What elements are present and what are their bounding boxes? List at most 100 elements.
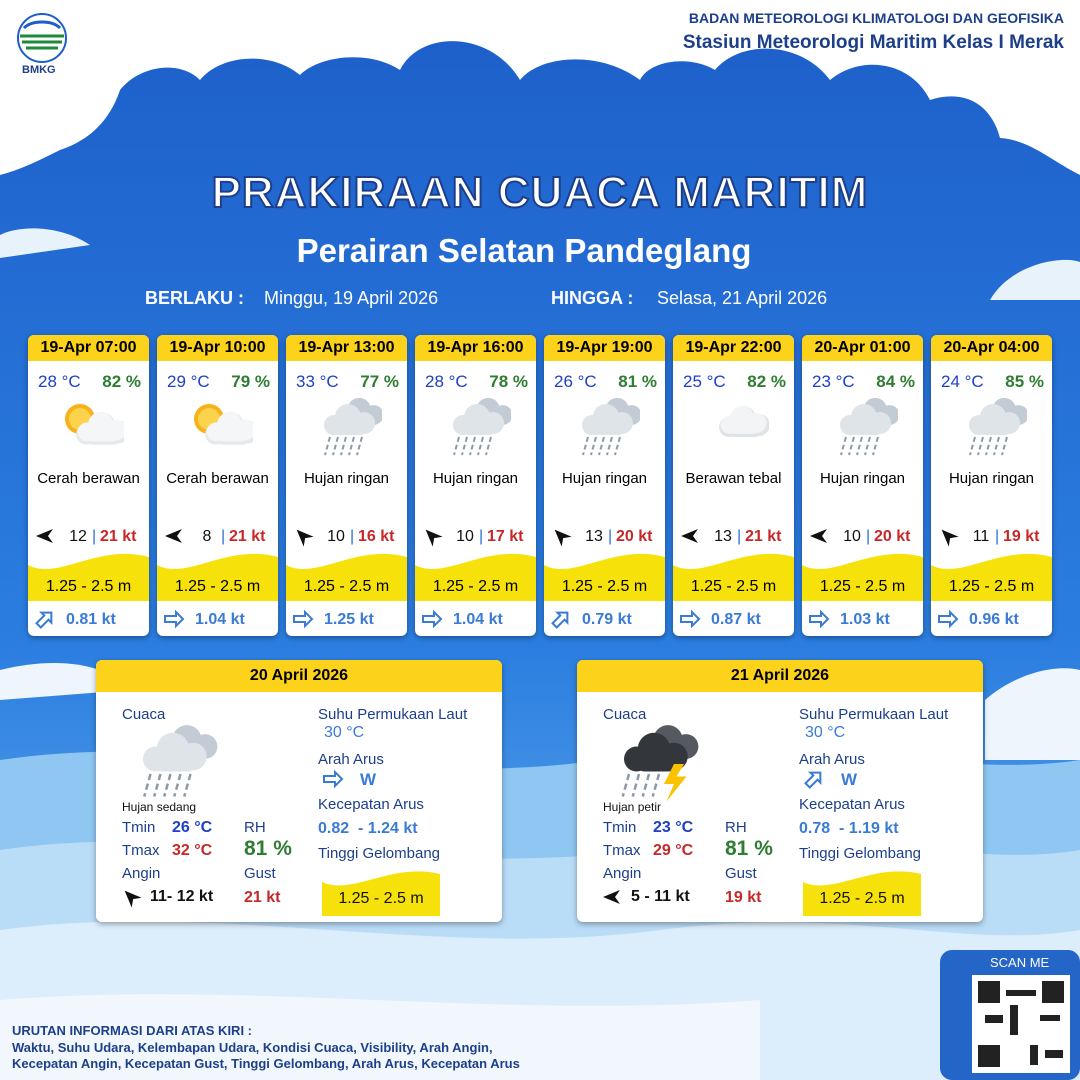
label: RH — [244, 819, 266, 836]
current-speed: 0.87 kt — [711, 611, 761, 628]
icon-part — [332, 436, 339, 456]
icon-part — [485, 436, 492, 456]
icon-part — [165, 529, 182, 543]
icon-part — [143, 773, 152, 797]
tmax: 29 °C — [653, 842, 694, 859]
forecast-time: 19-Apr 07:00 — [28, 335, 149, 361]
icon-part — [631, 773, 641, 797]
icon-part — [477, 436, 484, 456]
wind-speed: 13 — [585, 528, 603, 545]
forecast-time: 19-Apr 13:00 — [286, 335, 407, 361]
wave-shape — [544, 553, 665, 601]
icon-part — [36, 529, 53, 543]
wind-speed: 12 — [69, 528, 87, 545]
temperature: 26 °C — [554, 372, 597, 391]
label: Arah Arus — [799, 751, 865, 768]
icon-part — [598, 436, 605, 456]
icon-part — [324, 436, 331, 456]
weather-icon — [840, 397, 898, 456]
label: Kecepatan Arus — [318, 796, 424, 813]
icon-part — [681, 529, 698, 543]
scan-label: SCAN ME — [990, 955, 1050, 970]
label: Tmin — [603, 819, 637, 836]
condition: Hujan sedang — [122, 800, 197, 814]
forecast-card: 19-Apr 07:00 28 °C 82 % Cerah berawan 12 | 21 … — [28, 335, 149, 636]
icon-part — [554, 529, 572, 547]
icon-part — [453, 436, 460, 456]
gust: 21 kt — [745, 528, 782, 545]
wind-speed: 10 — [456, 528, 474, 545]
icon-part — [681, 529, 698, 543]
icon-part — [810, 529, 827, 543]
icon-part — [35, 611, 53, 629]
wind-arrow — [124, 890, 142, 908]
icon-part — [850, 423, 882, 435]
icon-part — [673, 553, 794, 601]
label: Suhu Permukaan Laut — [318, 706, 468, 723]
label: Tinggi Gelombang — [799, 845, 922, 862]
wave-height: 1.25 - 2.5 m — [819, 890, 905, 907]
label: Cuaca — [603, 706, 647, 723]
cloud-right — [990, 259, 1080, 300]
wave-height: 1.25 - 2.5 m — [561, 578, 648, 595]
separator: | — [608, 528, 613, 545]
current-arrow — [323, 769, 344, 789]
gust: 16 kt — [358, 528, 395, 545]
legend-line: Kecepatan Angin, Kecepatan Gust, Tinggi … — [12, 1056, 520, 1071]
qr-finder — [978, 1045, 1000, 1067]
gust: 21 kt — [244, 889, 281, 906]
icon-part — [334, 423, 366, 435]
current-arrow — [804, 771, 822, 789]
forecast-card: 20-Apr 04:00 24 °C 85 % Hujan ringan 11 | 19 k… — [931, 335, 1052, 636]
current-arrow — [422, 609, 443, 629]
icon-part — [183, 773, 192, 797]
logo-mark — [17, 13, 67, 63]
wind-arrow — [603, 890, 620, 904]
icon-part — [582, 436, 589, 456]
validity-to: Selasa, 21 April 2026 — [657, 288, 828, 308]
icon-part — [651, 773, 661, 797]
icon-part — [680, 609, 701, 629]
icon-part — [803, 871, 921, 916]
icon-part — [453, 404, 504, 435]
humidity: 82 % — [102, 372, 141, 391]
temperature: 23 °C — [812, 372, 855, 391]
current-arrow — [551, 611, 569, 629]
icon-part — [720, 405, 767, 434]
wind-speed: 11 — [972, 528, 990, 545]
icon-part — [802, 553, 923, 601]
temperature: 33 °C — [296, 372, 339, 391]
icon-part — [993, 436, 1000, 456]
forecast-time: 20-Apr 01:00 — [802, 335, 923, 361]
icon-part — [680, 609, 701, 629]
logo-circle — [17, 13, 67, 63]
icon-part — [163, 773, 172, 797]
icon-part — [969, 436, 976, 456]
wind-arrow — [36, 529, 53, 543]
validity-from: Minggu, 19 April 2026 — [264, 288, 439, 308]
icon-part — [931, 553, 1052, 601]
icon-part — [606, 436, 613, 456]
wave-height: 1.25 - 2.5 m — [174, 578, 261, 595]
label: Tmax — [603, 842, 641, 859]
icon-part — [603, 890, 620, 904]
label: Kecepatan Arus — [799, 796, 905, 813]
condition: Cerah berawan — [37, 470, 140, 487]
wave-height: 1.25 - 2.5 m — [948, 578, 1035, 595]
condition: Cerah berawan — [166, 470, 269, 487]
condition: Hujan petir — [603, 800, 662, 814]
icon-part — [293, 609, 314, 629]
icon-part — [624, 732, 688, 772]
icon-part — [985, 436, 992, 456]
icon-part — [296, 529, 314, 547]
tmin: 26 °C — [172, 819, 213, 836]
icon-part — [155, 756, 196, 772]
icon-part — [938, 609, 959, 629]
separator: | — [350, 528, 355, 545]
icon-part — [544, 553, 665, 601]
icon-part — [164, 609, 185, 629]
icon-part — [848, 436, 855, 456]
qr-finder — [1042, 981, 1064, 1003]
wind: 5 - 11 kt — [631, 888, 690, 905]
